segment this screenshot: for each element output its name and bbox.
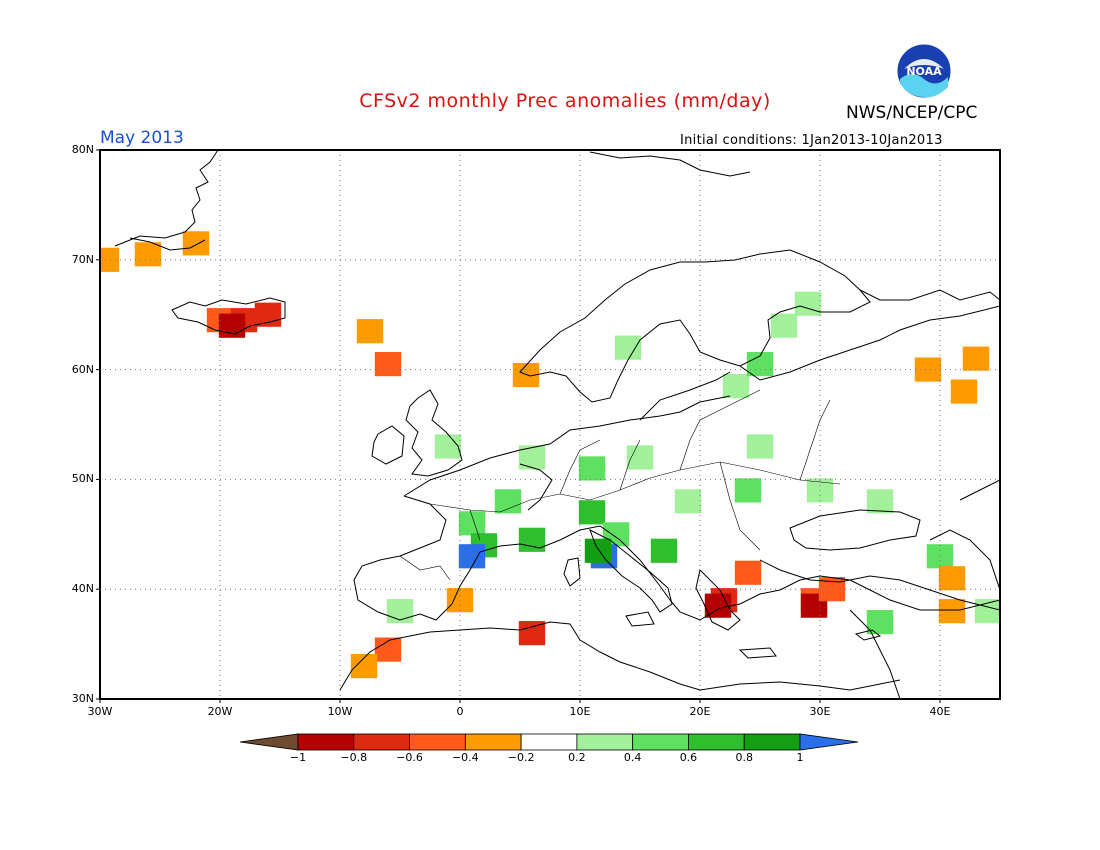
anomaly-cell — [962, 346, 990, 371]
anomaly-cell — [374, 352, 402, 377]
lon-label: 20E — [689, 705, 711, 718]
anomaly-cell — [356, 319, 384, 344]
colorbar-label: 0.6 — [679, 751, 698, 764]
anomaly-cell — [938, 566, 966, 591]
anomaly-cell — [386, 599, 414, 624]
anomaly-cell — [578, 456, 606, 481]
lon-label: 30W — [87, 705, 113, 718]
anomaly-field — [100, 231, 1000, 679]
anomaly-cell — [746, 434, 774, 459]
anomaly-cell — [494, 489, 522, 514]
coastlines — [114, 150, 1000, 699]
anomaly-cell — [794, 291, 822, 316]
anomaly-cell — [518, 621, 546, 646]
anomaly-cell — [704, 593, 732, 618]
anomaly-cell — [254, 302, 282, 327]
anomaly-cell — [650, 538, 678, 563]
gridlines — [100, 150, 1000, 699]
colorbar-swatch — [409, 733, 466, 751]
lat-label: 30N — [71, 692, 94, 705]
colorbar-low-arrow — [239, 733, 299, 751]
map-title: CFSv2 monthly Prec anomalies (mm/day) — [359, 90, 771, 112]
anomaly-cell — [722, 373, 750, 399]
anomaly-cell — [734, 478, 762, 503]
forecast-month: May 2013 — [100, 128, 184, 148]
initial-conditions: Initial conditions: 1Jan2013-10Jan2013 — [680, 133, 943, 148]
anomaly-cell — [584, 538, 612, 563]
axis-ticks — [96, 149, 941, 703]
lat-label: 60N — [71, 362, 94, 376]
anomaly-cell — [134, 242, 162, 267]
anomaly-cell — [458, 511, 486, 536]
anomaly-cell — [458, 544, 486, 569]
anomaly-cell — [614, 335, 642, 360]
anomaly-cell — [434, 434, 462, 459]
anomaly-cell — [926, 544, 954, 569]
map-frame — [99, 149, 1001, 700]
anomaly-cell — [866, 489, 894, 514]
colorbar-swatch — [297, 733, 355, 751]
lat-label: 50N — [71, 472, 94, 486]
anomaly-cell — [182, 231, 210, 256]
anomaly-cell — [518, 527, 546, 552]
country-borders — [399, 389, 841, 581]
colorbar-swatch — [353, 733, 410, 751]
lon-label: 20W — [207, 705, 233, 718]
colorbar-label: 1 — [796, 751, 804, 764]
lon-label: 0 — [456, 705, 464, 718]
anomaly-cell — [100, 247, 120, 272]
lon-label: 10W — [327, 705, 353, 718]
colorbar — [239, 733, 859, 751]
colorbar-label: 0.2 — [568, 751, 586, 764]
lat-label: 70N — [71, 252, 94, 266]
colorbar-swatch — [688, 733, 745, 751]
colorbar-label: 0.8 — [735, 751, 753, 764]
noaa-logo: NOAA — [896, 43, 952, 99]
anomaly-cell — [218, 313, 246, 338]
colorbar-label: −0.8 — [340, 751, 368, 764]
lat-label: 40N — [71, 582, 94, 596]
lon-label: 10E — [569, 705, 591, 718]
anomaly-cell — [914, 357, 942, 382]
colorbar-high-arrow — [799, 733, 859, 751]
colorbar-label: −0.6 — [396, 751, 423, 764]
colorbar-swatch — [464, 733, 522, 751]
lat-label: 80N — [71, 143, 94, 156]
lon-label: 40E — [929, 705, 951, 718]
colorbar-swatch — [632, 733, 689, 751]
svg-text:NOAA: NOAA — [906, 65, 942, 78]
anomaly-cell — [734, 560, 762, 585]
anomaly-cell — [578, 500, 606, 525]
organization-label: NWS/NCEP/CPC — [846, 103, 978, 123]
lon-label: 30E — [809, 705, 831, 718]
anomaly-cell — [674, 489, 702, 514]
colorbar-label: −1 — [289, 751, 307, 764]
anomaly-cell — [770, 313, 798, 338]
colorbar-label: −0.4 — [451, 751, 479, 764]
colorbar-swatch — [520, 733, 578, 751]
anomaly-cell — [938, 599, 966, 624]
anomaly-cell — [950, 379, 978, 404]
anomaly-cell — [626, 445, 654, 470]
colorbar-label: 0.4 — [623, 751, 642, 764]
colorbar-swatch — [576, 733, 634, 751]
colorbar-label: −0.2 — [507, 751, 535, 764]
colorbar-swatch — [743, 733, 801, 751]
